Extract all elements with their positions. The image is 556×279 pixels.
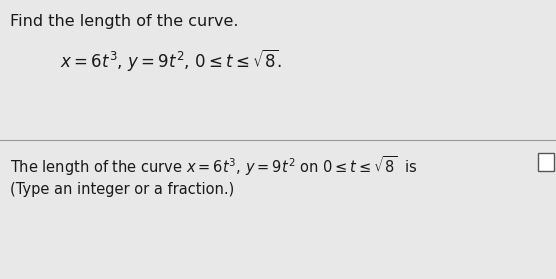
Text: Find the length of the curve.: Find the length of the curve. [10, 14, 239, 29]
Text: $x = 6t^3$, $y = 9t^2$, $0 \leq t \leq \sqrt{8}$.: $x = 6t^3$, $y = 9t^2$, $0 \leq t \leq \… [60, 47, 282, 73]
Text: (Type an integer or a fraction.): (Type an integer or a fraction.) [10, 182, 234, 197]
Bar [538, 153, 554, 171]
Text: The length of the curve $x = 6t^3$, $y = 9t^2$ on $0 \leq t \leq \sqrt{8}$  is: The length of the curve $x = 6t^3$, $y =… [10, 154, 418, 178]
